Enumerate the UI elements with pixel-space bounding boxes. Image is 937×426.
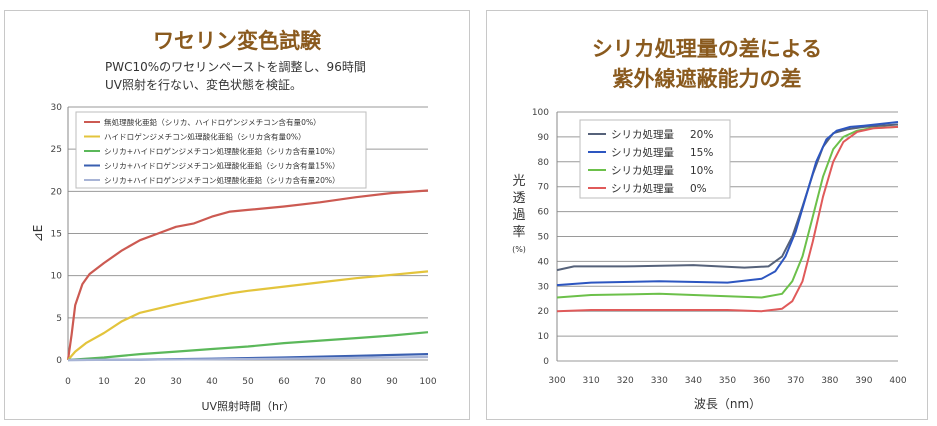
y-tick-label: 10 [538,332,550,342]
y-tick-label: 25 [51,145,62,155]
series-line [556,125,899,313]
x-tick-label: 350 [719,376,736,386]
x-tick-label: 60 [278,377,290,387]
x-tick-label: 380 [821,376,838,386]
x-tick-label: 20 [134,377,146,387]
y-tick-label: 60 [538,208,550,218]
chart-subtitle-line-2: UV照射を行ない、変色状態を検証。 [105,78,302,92]
y-tick-label: 100 [532,108,549,118]
x-tick-label: 360 [753,376,770,386]
legend-label: シリカ+ハイドロゲンジメチコン処理酸化亜鉛（シリカ含有量20%） [104,175,340,185]
y-tick-label: 30 [51,103,63,113]
x-tick-label: 370 [787,376,804,386]
x-tick-label: 330 [651,376,668,386]
series-line [67,270,429,361]
legend-label: シリカ処理量 [611,182,674,195]
chart-title-line-2: 紫外線遮蔽能力の差 [612,67,802,91]
legend-amount: 15% [690,147,713,159]
x-tick-label: 50 [242,377,254,387]
legend-amount: 0% [690,183,707,195]
series-line [67,355,429,362]
x-axis-label: 波長（nm） [694,397,761,411]
x-tick-label: 90 [386,377,398,387]
series-line [556,125,899,299]
y-tick-label: 20 [51,187,63,197]
legend-label: ハイドロゲンジメチコン処理酸化亜鉛（シリカ含有量0%） [104,132,306,142]
y-tick-label: 5 [56,314,62,324]
series-line [556,121,899,287]
legend-label: シリカ処理量 [611,146,674,159]
y-tick-label: 40 [538,257,550,267]
y-tick-label: 30 [538,282,550,292]
y-axis-label-char: (%) [512,245,526,254]
x-tick-label: 30 [170,377,182,387]
series-line [67,331,429,362]
series-line [66,189,429,361]
y-tick-label: 15 [51,230,62,240]
series-line [556,123,899,272]
x-tick-label: 390 [855,376,872,386]
chart-panel-uv-shielding: シリカ処理量の差による 紫外線遮蔽能力の差 [486,10,928,420]
chart-subtitle-line-1: PWC10%のワセリンペーストを調整し、96時間 [105,60,366,74]
y-tick-label: 90 [538,133,550,143]
x-tick-label: 340 [685,376,702,386]
y-tick-label: 0 [543,357,549,367]
legend-box [75,111,367,189]
y-axis-label-char: 光 [512,174,525,189]
y-tick-label: 70 [538,183,550,193]
legend-amount: 10% [690,165,713,177]
x-tick-label: 80 [350,377,362,387]
x-tick-label: 320 [617,376,634,386]
chart-title: ワセリン変色試験 [153,29,321,53]
y-axis-label-char: 率 [512,224,525,240]
x-tick-label: 40 [206,377,218,387]
x-tick-label: 100 [419,377,436,387]
x-tick-label: 300 [548,376,565,386]
x-tick-label: 400 [889,376,906,386]
y-axis-label-char: 過 [512,208,525,223]
chart-title-line-1: シリカ処理量の差による [591,37,823,61]
legend-label: シリカ処理量 [611,128,674,141]
y-tick-label: 20 [538,307,550,317]
x-tick-label: 310 [583,376,600,386]
chart-panel-discoloration: ワセリン変色試験 PWC10%のワセリンペーストを調整し、96時間 UV照射を行… [4,10,470,420]
y-tick-label: 0 [56,356,62,366]
x-tick-label: 10 [98,377,110,387]
x-tick-label: 0 [65,377,71,387]
y-axis-label-char: 透 [512,191,525,206]
legend-amount: 20% [690,129,713,141]
legend-label: 無処理酸化亜鉛（シリカ、ハイドロゲンジメチコン含有量0%） [104,117,321,127]
y-tick-label: 50 [538,233,550,243]
legend-label: シリカ+ハイドロゲンジメチコン処理酸化亜鉛（シリカ含有量15%） [104,161,340,171]
y-tick-label: 10 [51,272,63,282]
y-tick-label: 80 [538,158,550,168]
legend-label: シリカ処理量 [611,164,674,177]
y-axis-label: ⊿E [31,225,45,243]
x-tick-label: 70 [314,377,326,387]
legend-label: シリカ+ハイドロゲンジメチコン処理酸化亜鉛（シリカ含有量10%） [104,146,340,156]
x-axis-label: UV照射時間（hr） [201,399,294,413]
